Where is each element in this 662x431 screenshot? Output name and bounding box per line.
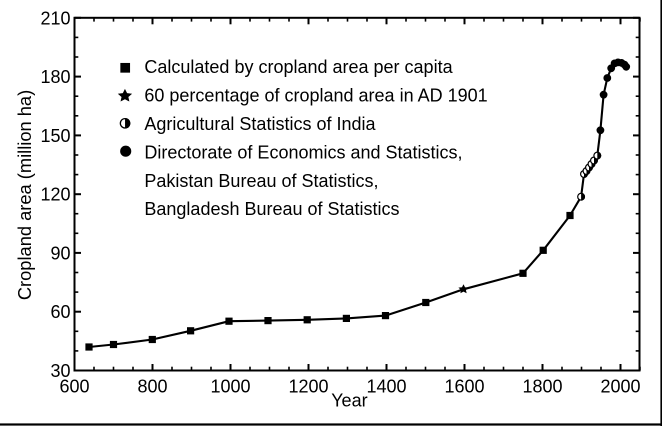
svg-text:2000: 2000	[600, 377, 640, 397]
svg-text:210: 210	[40, 8, 70, 28]
svg-text:800: 800	[137, 377, 167, 397]
svg-text:1200: 1200	[288, 377, 328, 397]
svg-text:1800: 1800	[522, 377, 562, 397]
svg-text:60 percentage of cropland area: 60 percentage of cropland area in AD 190…	[144, 86, 487, 106]
svg-text:90: 90	[50, 243, 70, 263]
svg-text:600: 600	[59, 377, 89, 397]
svg-text:Agricultural Statistics of Ind: Agricultural Statistics of India	[144, 114, 376, 134]
svg-text:Bangladesh Bureau of Statistic: Bangladesh Bureau of Statistics	[144, 199, 399, 219]
svg-text:Year: Year	[331, 390, 367, 410]
svg-text:Directorate of Economics and S: Directorate of Economics and Statistics,	[144, 143, 462, 163]
svg-text:Calculated by cropland area pe: Calculated by cropland area per capita	[144, 57, 453, 77]
svg-text:180: 180	[40, 67, 70, 87]
svg-text:1400: 1400	[366, 377, 406, 397]
svg-text:60: 60	[50, 302, 70, 322]
svg-text:1000: 1000	[210, 377, 250, 397]
svg-text:150: 150	[40, 126, 70, 146]
svg-text:Cropland area (million ha): Cropland area (million ha)	[14, 90, 35, 300]
svg-text:Pakistan Bureau of Statistics,: Pakistan Bureau of Statistics,	[144, 171, 378, 191]
svg-text:30: 30	[50, 361, 70, 381]
svg-text:120: 120	[40, 185, 70, 205]
svg-text:1600: 1600	[444, 377, 484, 397]
